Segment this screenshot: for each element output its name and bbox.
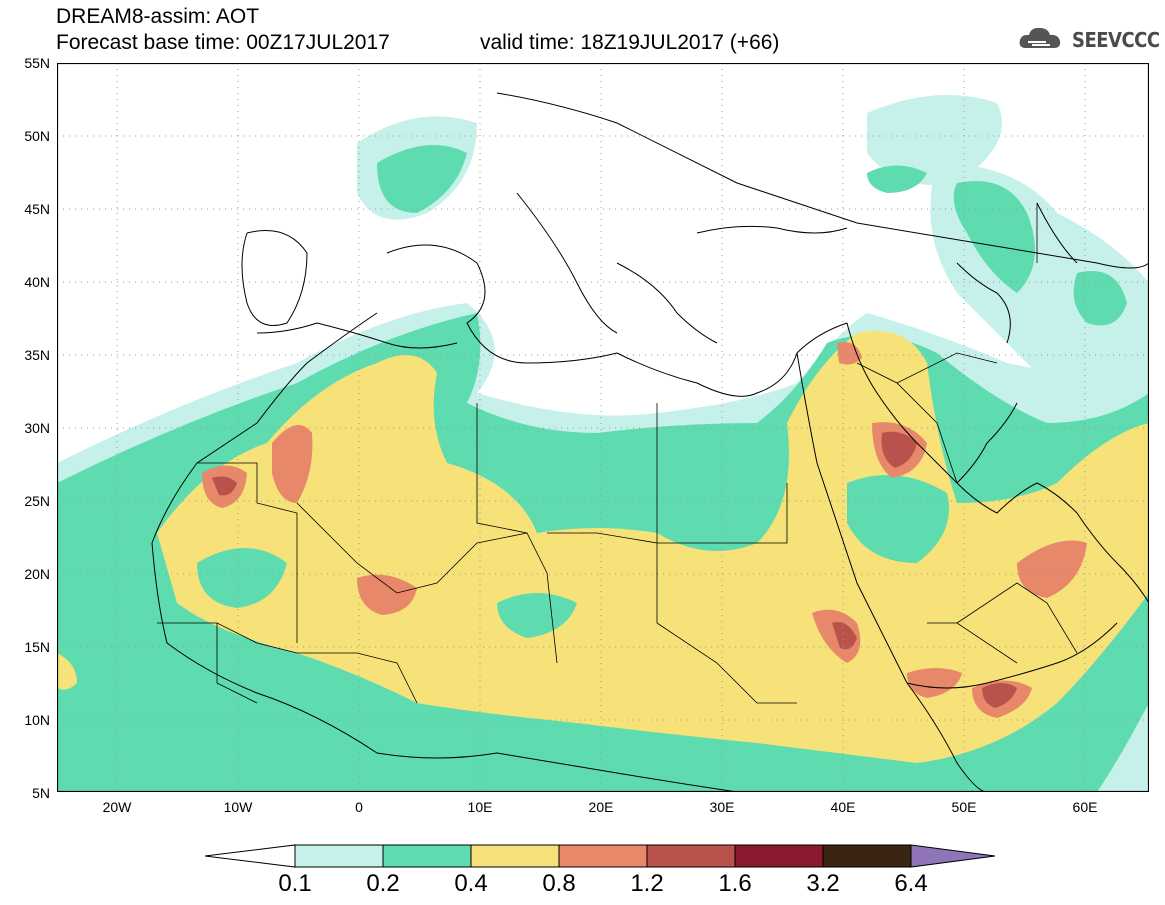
colorbar-label: 1.2	[630, 870, 664, 897]
cloud-icon	[1019, 27, 1061, 48]
aot-field	[57, 95, 1149, 792]
lon-label: 50E	[951, 799, 977, 815]
colorbar-swatch	[822, 844, 912, 868]
aot-band-08	[272, 425, 313, 503]
lat-label: 55N	[24, 55, 50, 71]
lat-label: 25N	[24, 493, 50, 509]
title-line-1: DREAM8-assim: AOT	[56, 5, 260, 28]
lon-label: 40E	[830, 799, 856, 815]
colorbar-lower-arrow	[205, 844, 296, 868]
colorbar	[205, 844, 996, 868]
forecast-base-time: Forecast base time: 00Z17JUL2017	[56, 31, 390, 54]
lon-label: 30E	[709, 799, 735, 815]
lon-label: 20E	[588, 799, 614, 815]
colorbar-label: 0.2	[366, 870, 400, 897]
coastlines	[151, 92, 1149, 792]
colorbar-label: 0.8	[542, 870, 576, 897]
aot-map	[57, 63, 1149, 792]
colorbar-swatch	[558, 844, 648, 868]
borders	[157, 203, 1078, 704]
lon-label: 10W	[223, 799, 253, 815]
lon-label: 60E	[1072, 799, 1098, 815]
colorbar-label: 3.2	[806, 870, 840, 897]
logo-text: SEEVCCC	[1072, 28, 1160, 52]
lon-label: 20W	[102, 799, 132, 815]
aot-band-12	[881, 431, 917, 468]
lat-label: 35N	[24, 347, 50, 363]
lat-label: 45N	[24, 201, 50, 217]
lat-label: 20N	[24, 566, 50, 582]
map-frame	[57, 63, 1149, 792]
colorbar-label: 1.6	[718, 870, 752, 897]
colorbar-swatch	[382, 844, 472, 868]
colorbar-swatch	[470, 844, 560, 868]
lon-label: 10E	[467, 799, 493, 815]
lat-label: 15N	[24, 639, 50, 655]
lat-label: 40N	[24, 274, 50, 290]
colorbar-swatch	[734, 844, 824, 868]
graticule	[57, 63, 1149, 792]
colorbar-swatch	[294, 844, 384, 868]
seevccc-logo	[1018, 22, 1158, 56]
colorbar-upper-arrow	[910, 844, 996, 868]
lat-label: 10N	[24, 712, 50, 728]
colorbar-label: 0.4	[454, 870, 488, 897]
valid-time: valid time: 18Z19JUL2017 (+66)	[480, 31, 780, 54]
lat-label: 5N	[32, 785, 50, 801]
colorbar-label: 6.4	[894, 870, 928, 897]
lat-label: 30N	[24, 420, 50, 436]
colorbar-label: 0.1	[278, 870, 312, 897]
colorbar-swatch	[646, 844, 736, 868]
lon-label: 0	[355, 799, 363, 815]
lat-label: 50N	[24, 128, 50, 144]
